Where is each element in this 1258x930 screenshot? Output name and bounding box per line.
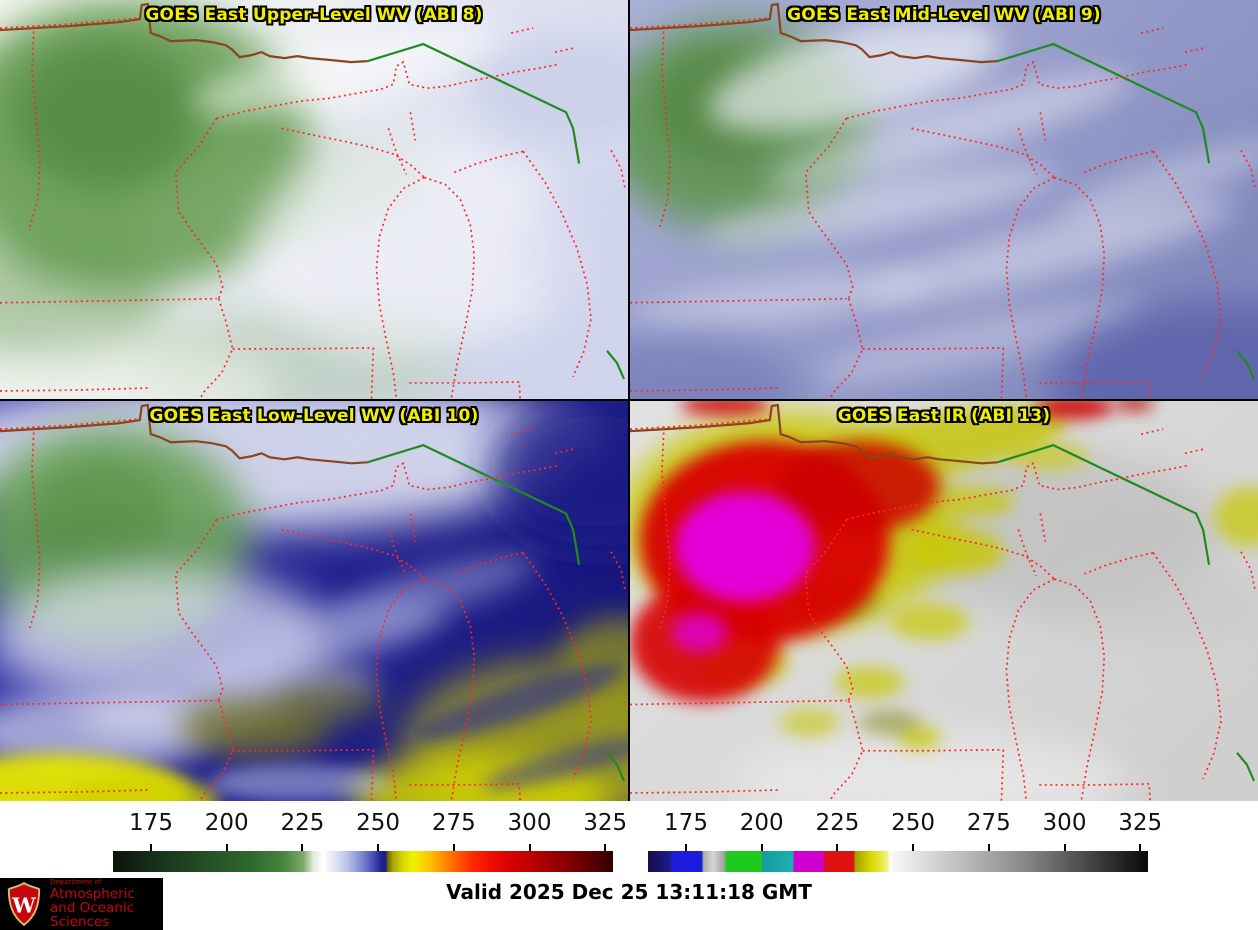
tick-mark — [685, 844, 687, 851]
tick-label: 300 — [1042, 810, 1087, 836]
tick-label: 325 — [583, 810, 628, 836]
logo-text: Department of Atmospheric and Oceanic Sc… — [50, 877, 163, 930]
tick-label: 250 — [891, 810, 936, 836]
panel-grid: GOES East Upper-Level WV (ABI 8) GOES — [0, 0, 1258, 801]
tick-label: 175 — [664, 810, 708, 836]
tick-mark — [836, 844, 839, 851]
logo-dept-line: Department of — [50, 877, 102, 886]
tick-mark — [377, 844, 380, 851]
tick-mark — [1139, 844, 1142, 851]
uw-crest-icon: W — [7, 881, 41, 927]
svg-text:W: W — [11, 893, 36, 918]
tick-mark — [225, 844, 228, 851]
tick-mark — [760, 844, 763, 851]
uw-aos-logo: W Department of Atmospheric and Oceanic … — [0, 878, 163, 930]
tick-label: 250 — [356, 810, 401, 836]
footer: W Department of Atmospheric and Oceanic … — [0, 878, 1258, 930]
ir-colorbar: 175 200 225 250 275 300 325 — [648, 808, 1162, 885]
tick-mark — [987, 844, 990, 851]
logo-name-line1: Atmospheric — [50, 885, 135, 902]
tick-mark — [912, 844, 915, 851]
tick-label: 200 — [739, 810, 784, 836]
tick-label: 300 — [507, 810, 552, 836]
tick-mark — [150, 844, 152, 851]
tick-mark — [301, 844, 304, 851]
panel-upper-level-wv: GOES East Upper-Level WV (ABI 8) — [0, 0, 628, 399]
wv-colorbar-labels: 175 200 225 250 275 300 325 — [113, 808, 627, 851]
tick-label: 175 — [129, 810, 173, 836]
ir-colorbar-gradient — [648, 851, 1148, 872]
panel-ir: GOES East IR (ABI 13) — [630, 401, 1258, 801]
wv-colorbar-gradient — [113, 851, 613, 872]
tick-label: 325 — [1118, 810, 1163, 836]
tick-label: 275 — [431, 810, 476, 836]
ir-colorbar-labels: 175 200 225 250 275 300 325 — [648, 808, 1162, 851]
panel-low-level-wv: GOES East Low-Level WV (ABI 10) — [0, 401, 628, 801]
logo-name-line2: and Oceanic Sciences — [50, 900, 135, 930]
tick-label: 225 — [280, 810, 325, 836]
tick-label: 225 — [815, 810, 860, 836]
tick-label: 200 — [204, 810, 249, 836]
valid-timestamp: Valid 2025 Dec 25 13:11:18 GMT — [446, 880, 812, 904]
panel-mid-level-wv: GOES East Mid-Level WV (ABI 9) — [630, 0, 1258, 399]
tick-mark — [1063, 844, 1066, 851]
upper-level-wv-image — [0, 0, 628, 399]
mid-level-wv-image — [630, 0, 1258, 399]
tick-mark — [452, 844, 455, 851]
tick-label: 275 — [966, 810, 1011, 836]
ir-image — [630, 401, 1258, 801]
tick-mark — [604, 844, 607, 851]
wv-colorbar: 175 200 225 250 275 300 325 — [113, 808, 627, 885]
low-level-wv-image — [0, 401, 628, 801]
tick-mark — [528, 844, 531, 851]
